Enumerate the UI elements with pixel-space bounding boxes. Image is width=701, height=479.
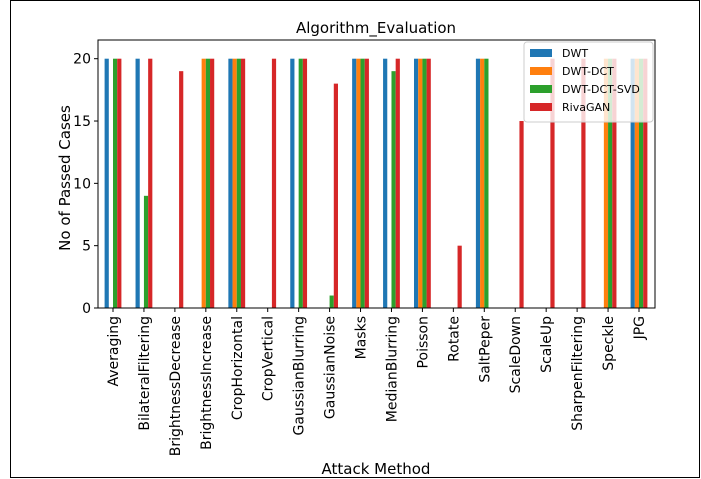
bar xyxy=(550,58,555,308)
bar xyxy=(475,58,481,308)
bar xyxy=(104,58,109,308)
x-tick-label: BilateralFiltering xyxy=(137,316,153,431)
bar xyxy=(418,58,423,308)
bar xyxy=(352,58,357,308)
legend-label: DWT xyxy=(562,47,588,60)
x-tick-label: BrightnessDecrease xyxy=(168,316,184,456)
bar xyxy=(179,71,184,309)
chart-title: Algorithm_Evaluation xyxy=(296,19,456,38)
bar xyxy=(240,58,246,308)
bar xyxy=(643,58,648,308)
x-tick-label: ScaleUp xyxy=(539,316,555,373)
bar xyxy=(480,58,485,308)
bar xyxy=(391,71,396,309)
x-tick-label: GaussianBlurring xyxy=(292,316,308,436)
bar xyxy=(395,58,400,308)
bar xyxy=(236,58,241,308)
y-axis-label: No of Passed Cases xyxy=(56,105,74,251)
x-tick-label: GaussianNoise xyxy=(323,316,339,419)
legend-label: RivaGAN xyxy=(562,101,610,114)
bar xyxy=(634,58,639,308)
bar xyxy=(298,58,303,308)
bar xyxy=(143,195,149,308)
x-tick-label: Masks xyxy=(354,316,370,359)
plot-area xyxy=(97,39,656,309)
x-tick-label: ScaleDown xyxy=(508,316,524,393)
x-tick-label: SaltPeper xyxy=(477,316,493,383)
bar xyxy=(422,58,427,308)
x-axis: Averaging BilateralFiltering BrightnessDec… xyxy=(106,308,648,456)
legend: DWT DWT-DCT DWT-DCT-SVD RivaGAN xyxy=(523,41,654,123)
bar xyxy=(364,58,369,308)
bar xyxy=(608,58,613,308)
x-tick-label: Poisson xyxy=(415,316,431,368)
x-tick-label: CropVertical xyxy=(261,316,277,401)
bar xyxy=(630,58,635,308)
bar xyxy=(603,58,609,308)
x-tick-label: Averaging xyxy=(106,316,122,387)
bar xyxy=(113,58,118,308)
bar xyxy=(232,58,237,308)
x-tick-label: BrightnessIncrease xyxy=(199,316,215,450)
y-axis: 0 5 10 15 20 xyxy=(73,52,98,317)
bar xyxy=(612,58,617,308)
legend-label: DWT-DCT xyxy=(562,65,614,78)
x-tick-label: MedianBlurring xyxy=(384,316,400,422)
bar xyxy=(290,58,295,308)
legend-box xyxy=(523,41,654,123)
bar xyxy=(302,58,308,308)
bar xyxy=(581,58,586,308)
bar xyxy=(271,58,277,308)
bar xyxy=(135,58,140,308)
legend-swatch xyxy=(530,67,552,75)
x-tick-label: Rotate xyxy=(446,316,462,362)
bar xyxy=(426,58,431,308)
bar xyxy=(333,83,338,309)
bar xyxy=(414,58,419,308)
y-tick-label: 5 xyxy=(82,239,91,255)
bar xyxy=(457,245,462,308)
bar xyxy=(519,121,524,308)
bar xyxy=(360,58,365,308)
y-tick-label: 20 xyxy=(73,52,91,68)
bar xyxy=(201,58,206,308)
bar xyxy=(329,295,334,308)
y-tick-label: 10 xyxy=(73,176,91,192)
bars-group xyxy=(104,58,648,309)
x-tick-label: CropHorizontal xyxy=(230,316,246,420)
bar xyxy=(228,58,233,308)
bar xyxy=(484,58,489,308)
legend-label: DWT-DCT-SVD xyxy=(562,83,640,96)
bar xyxy=(210,58,215,308)
legend-swatch xyxy=(530,85,552,93)
bar xyxy=(205,58,211,308)
bar xyxy=(639,58,644,308)
y-tick-label: 15 xyxy=(73,114,91,130)
bar xyxy=(117,58,122,308)
x-tick-label: Speckle xyxy=(601,316,617,371)
bar xyxy=(356,58,361,308)
legend-swatch xyxy=(530,49,552,57)
bar xyxy=(383,58,388,308)
x-tick-label: SharpenFiltering xyxy=(570,316,586,431)
x-tick-label: JPG xyxy=(632,316,648,340)
y-tick-label: 0 xyxy=(82,301,91,317)
x-axis-label: Attack Method xyxy=(322,460,431,478)
legend-swatch xyxy=(530,103,552,111)
bar xyxy=(148,58,153,308)
